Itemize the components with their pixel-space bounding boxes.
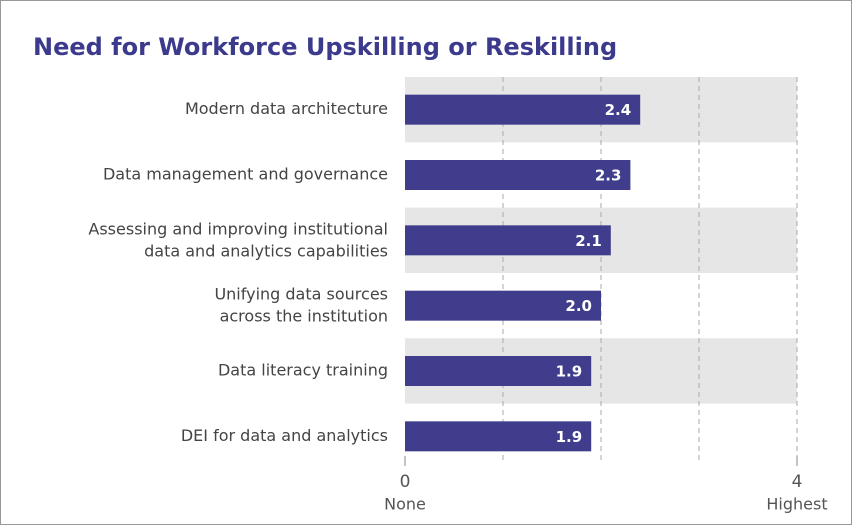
y-tick-label: Modern data architecture [185,99,388,118]
value-label: 2.0 [565,297,592,315]
label-line: Assessing and improving institutional [88,219,388,238]
value-label: 2.1 [575,232,602,250]
y-tick-label: Assessing and improving institutional dat… [88,219,388,260]
bar [405,160,631,190]
axis-end-label: None [384,495,426,514]
bar [405,225,611,256]
bar [405,356,592,386]
bar [405,290,601,321]
label-line: across the institution [220,306,388,325]
value-label: 2.3 [595,167,622,185]
bar [405,421,592,452]
y-tick-label: Data literacy training [218,361,388,380]
y-tick-label: Data management and governance [103,165,388,184]
label-line: Unifying data sources [214,284,388,303]
value-label: 2.4 [605,101,632,119]
value-label: 1.9 [556,428,583,446]
chart-title: Need for Workforce Upskilling or Reskill… [33,33,617,61]
x-tick-label: 4 [792,472,803,492]
y-tick-label: DEI for data and analytics [181,426,388,445]
bar [405,94,641,125]
label-line: data and analytics capabilities [144,241,388,260]
x-tick-label: 0 [400,472,411,492]
y-tick-label: Unifying data sources across the institut… [214,284,388,325]
axis-end-label: Highest [766,495,827,514]
value-label: 1.9 [556,363,583,381]
